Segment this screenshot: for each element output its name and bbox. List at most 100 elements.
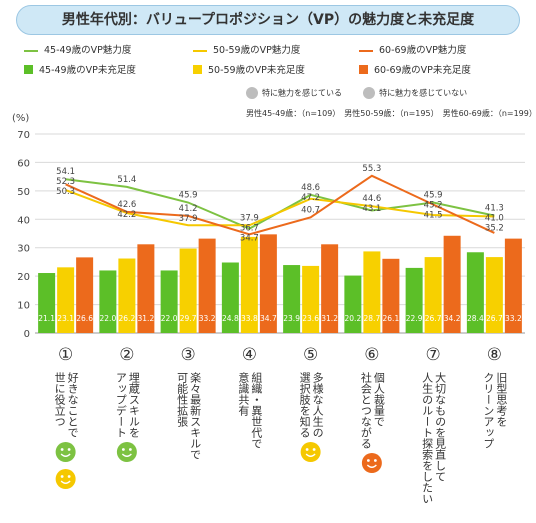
face-mouth [366, 464, 377, 468]
legend-line-60-69: 60-69歳のVP魅力度 [359, 42, 466, 56]
legend-label: 45-49歳のVP未充足度 [39, 65, 136, 76]
series-line [65, 174, 495, 236]
legend-label: 60-69歳のVP魅力度 [379, 45, 467, 56]
face-mouth [60, 480, 71, 484]
legend-line-swatch [24, 49, 38, 52]
category-label: 個人裁量で [372, 372, 385, 427]
bar-value-label: 23.9 [283, 314, 300, 323]
bar [160, 270, 178, 333]
legend-line-50-59: 50-59歳のVP魅力度 [193, 42, 300, 56]
bar [363, 251, 381, 333]
category-label: クリーンアップ [482, 372, 495, 449]
bar [283, 265, 301, 333]
bar-value-label: 33.8 [241, 314, 258, 323]
bar-value-label: 26.7 [425, 314, 442, 323]
category-label: 可能性拡張 [176, 372, 189, 428]
bar-value-label: 31.2 [138, 314, 155, 323]
category-label: 楽々最新スキルで [189, 372, 202, 460]
face-eye [67, 448, 71, 451]
legend: 45-49歳のVP魅力度 50-59歳のVP魅力度 60-69歳のVP魅力度 4… [0, 38, 536, 78]
bar [57, 267, 75, 333]
legend-line-swatch [193, 49, 207, 52]
line-value-label: 47.2 [301, 193, 320, 203]
bar [38, 273, 56, 333]
bar [76, 257, 94, 333]
bar-value-label: 21.1 [38, 314, 55, 323]
line-value-label: 45.9 [179, 191, 198, 201]
line-value-label: 37.9 [179, 214, 198, 224]
y-tick-label: 0 [24, 329, 30, 340]
line-value-label: 44.6 [362, 194, 381, 204]
sad-face-icon [363, 87, 376, 99]
bar [99, 270, 117, 333]
category-label: 人生のルート探索をしたい [421, 372, 434, 504]
face-icon [55, 442, 76, 462]
category-number: ⑦ [426, 345, 441, 365]
line-value-label: 48.6 [301, 183, 320, 193]
category-number: ⑤ [303, 345, 318, 365]
bar [302, 265, 320, 333]
face-icon [361, 453, 382, 473]
y-tick-label: 40 [17, 215, 30, 226]
line-value-label: 41.3 [485, 204, 504, 214]
face-eye [366, 459, 370, 462]
line-value-label: 41.5 [424, 211, 443, 221]
category-number: ③ [181, 345, 196, 365]
bar [179, 248, 197, 333]
category-label: 選択肢を知る [298, 372, 311, 438]
bar [240, 236, 258, 333]
line-value-label: 41.2 [179, 204, 198, 214]
bar-value-label: 26.1 [383, 314, 400, 323]
bar-value-label: 24.8 [222, 314, 239, 323]
legend-label: 50-59歳のVP未充足度 [208, 65, 305, 76]
bar [504, 238, 522, 333]
face-icon [55, 469, 76, 489]
face-eye [128, 448, 132, 451]
line-value-label: 45.9 [424, 191, 443, 201]
face-eye [67, 475, 71, 478]
bar-value-label: 34.2 [444, 314, 461, 323]
face-legend-sad: 特に魅力を感じていない [379, 88, 468, 98]
y-axis-unit-label: (%) [12, 113, 29, 124]
bar [485, 257, 503, 333]
bar-value-label: 33.2 [505, 314, 522, 323]
category-number: ① [58, 345, 73, 365]
category-label: 社会とつながる [359, 371, 372, 449]
bar-value-label: 26.2 [119, 314, 136, 323]
bar [424, 257, 442, 333]
category-label: 組織・異世代で [250, 372, 263, 449]
chart-title: 男性年代別：バリュープロポジション（VP）の魅力度と未充足度 [16, 5, 520, 35]
bar-value-label: 20.2 [345, 314, 362, 323]
y-tick-label: 50 [17, 187, 30, 198]
category-label: 多様な人生の [311, 371, 324, 438]
y-tick-label: 60 [17, 158, 30, 169]
y-tick-label: 70 [17, 130, 30, 141]
bar-value-label: 22.0 [100, 314, 117, 323]
face-eye [60, 475, 64, 478]
bar-value-label: 26.7 [486, 314, 503, 323]
legend-bar-60-69: 60-69歳のVP未充足度 [359, 62, 471, 76]
line-value-label: 37.9 [240, 213, 259, 223]
line-value-label: 36.7 [240, 223, 259, 233]
face-eye [121, 448, 125, 451]
line-value-label: 52.3 [56, 177, 75, 187]
line-value-label: 51.4 [117, 175, 136, 185]
bar [382, 258, 400, 333]
category-label: 好きなことで [66, 371, 79, 438]
bar-value-label: 29.7 [180, 314, 197, 323]
y-tick-label: 30 [17, 244, 30, 255]
line-value-label: 43.1 [362, 204, 381, 214]
line-value-label: 54.1 [56, 167, 75, 177]
legend-bar-swatch [193, 65, 202, 74]
face-legend: 特に魅力を感じている 特に魅力を感じていない [246, 87, 467, 99]
y-tick-label: 20 [17, 272, 30, 283]
happy-face-icon [246, 87, 258, 99]
bar-value-label: 28.7 [364, 314, 381, 323]
bar [259, 234, 277, 333]
face-icon [300, 442, 321, 462]
face-mouth [121, 453, 132, 457]
category-label: 旧型思考を [495, 372, 508, 427]
category-number: ⑥ [364, 345, 379, 365]
line-value-label: 41.0 [485, 214, 504, 224]
